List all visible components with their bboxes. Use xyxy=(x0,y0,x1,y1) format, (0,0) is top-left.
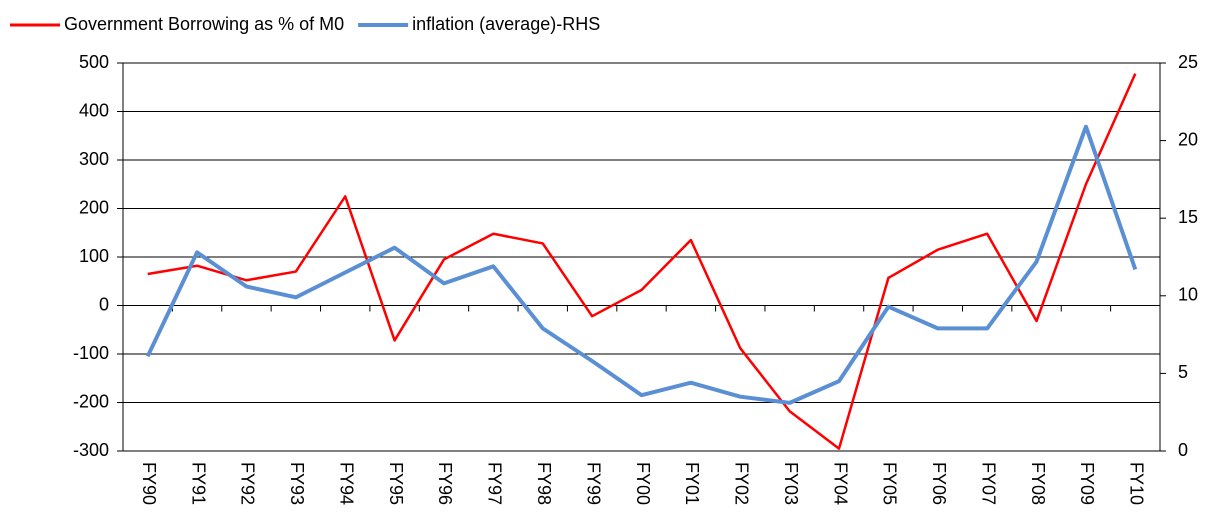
y2-tick-label: 5 xyxy=(1178,362,1188,382)
x-tick-label: FY04 xyxy=(830,462,850,505)
x-tick-label: FY02 xyxy=(732,462,752,505)
x-tick-label: FY98 xyxy=(534,462,554,505)
x-tick-label: FY09 xyxy=(1077,462,1097,505)
x-tick-label: FY03 xyxy=(781,462,801,505)
x-tick-label: FY92 xyxy=(238,462,258,505)
y-tick-label: -300 xyxy=(73,440,109,460)
x-tick-label: FY10 xyxy=(1127,462,1147,505)
y-tick-label: 500 xyxy=(79,52,109,72)
x-tick-label: FY05 xyxy=(880,462,900,505)
x-tick-label: FY00 xyxy=(633,462,653,505)
x-tick-label: FY99 xyxy=(583,462,603,505)
y2-tick-label: 10 xyxy=(1178,285,1198,305)
y-tick-label: 0 xyxy=(99,294,109,314)
y-tick-label: 400 xyxy=(79,100,109,120)
y-tick-label: -100 xyxy=(73,343,109,363)
legend-label: inflation (average)-RHS xyxy=(412,14,600,34)
y2-tick-label: 15 xyxy=(1178,207,1198,227)
x-tick-label: FY90 xyxy=(139,462,159,505)
y-tick-label: 100 xyxy=(79,246,109,266)
x-tick-label: FY97 xyxy=(485,462,505,505)
series-line xyxy=(147,73,1137,450)
y2-tick-label: 0 xyxy=(1178,440,1188,460)
x-tick-label: FY93 xyxy=(287,462,307,505)
x-tick-label: FY96 xyxy=(435,462,455,505)
y2-tick-label: 20 xyxy=(1178,129,1198,149)
y-tick-label: 300 xyxy=(79,149,109,169)
x-tick-label: FY95 xyxy=(386,462,406,505)
x-tick-label: FY94 xyxy=(336,462,356,505)
x-tick-label: FY01 xyxy=(682,462,702,505)
x-tick-label: FY07 xyxy=(978,462,998,505)
x-tick-label: FY06 xyxy=(929,462,949,505)
legend-label: Government Borrowing as % of M0 xyxy=(64,14,344,34)
series-line xyxy=(145,124,1138,405)
y-tick-label: -200 xyxy=(73,391,109,411)
y-tick-label: 200 xyxy=(79,197,109,217)
x-tick-label: FY91 xyxy=(188,462,208,505)
x-tick-label: FY08 xyxy=(1028,462,1048,505)
y2-tick-label: 25 xyxy=(1178,52,1198,72)
